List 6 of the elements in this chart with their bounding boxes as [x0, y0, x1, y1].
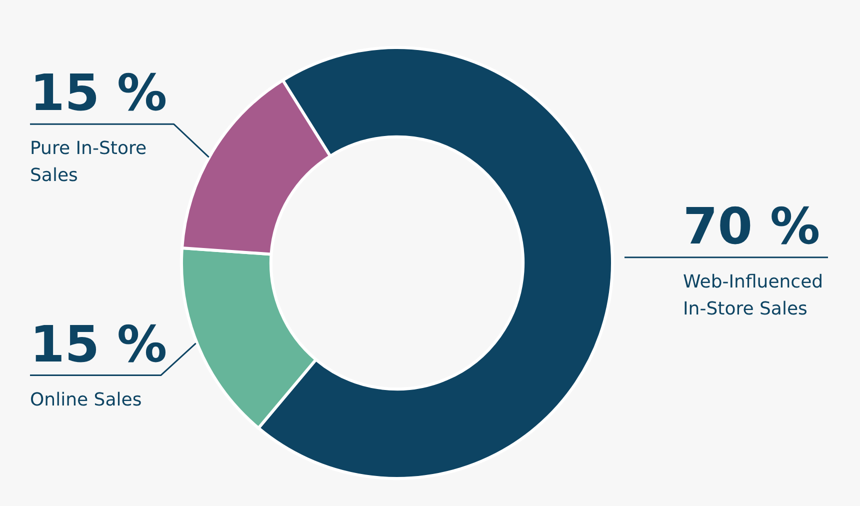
- slice-label: Online Sales: [30, 389, 142, 410]
- data-label: 15 %: [30, 64, 168, 122]
- data-label: 15 %: [30, 315, 168, 374]
- slice-label: Pure In-Store Sales: [30, 138, 147, 186]
- data-label: 70 %: [683, 197, 820, 256]
- slice-label: Web-Influenced In-Store Sales: [683, 271, 824, 320]
